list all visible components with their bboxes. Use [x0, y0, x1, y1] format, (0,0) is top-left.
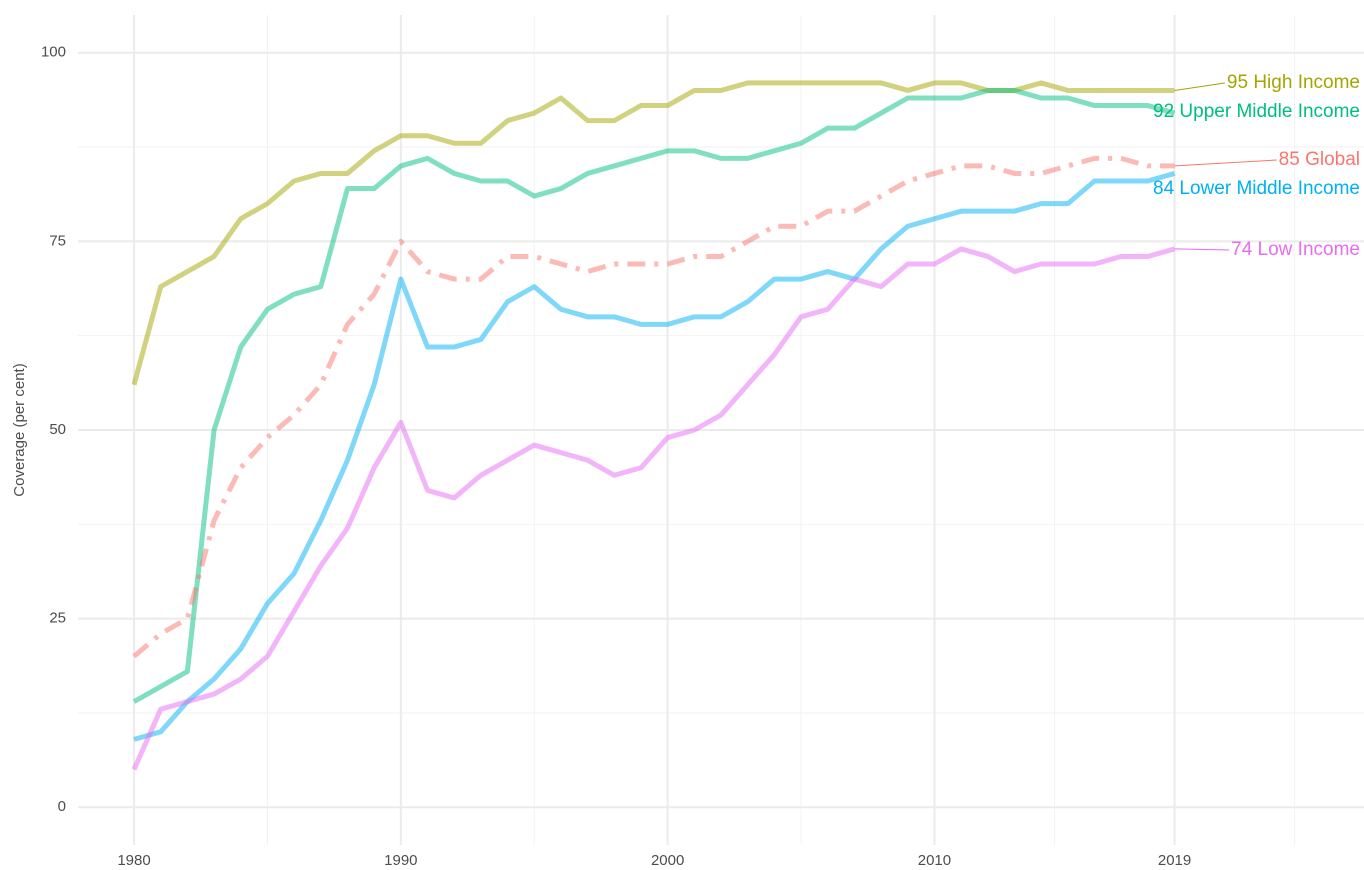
end-label: 85 Global — [1279, 149, 1360, 170]
end-label: 74 Low Income — [1231, 239, 1360, 260]
series-line — [133, 171, 1176, 742]
series-line — [132, 87, 1176, 704]
end-label: 92 Upper Middle Income — [1153, 101, 1360, 122]
y-tick-label: 50 — [49, 421, 66, 438]
y-tick-label: 100 — [41, 44, 66, 61]
leader-line — [1174, 248, 1230, 251]
y-tick-label: 75 — [49, 232, 66, 249]
end-label: 95 High Income — [1227, 72, 1360, 93]
y-tick-label: 0 — [58, 798, 66, 815]
x-tick-label: 1990 — [384, 852, 417, 869]
end-label: 84 Lower Middle Income — [1153, 178, 1360, 199]
series-line — [131, 246, 1176, 771]
x-tick-label: 2000 — [651, 852, 684, 869]
x-tick-label: 1980 — [117, 852, 150, 869]
series-line — [132, 155, 1175, 659]
y-axis-label: Coverage (per cent) — [11, 363, 28, 496]
x-tick-label: 2019 — [1158, 852, 1191, 869]
leader-line — [1174, 82, 1225, 91]
leader-line — [1174, 159, 1277, 167]
x-tick-label: 2010 — [918, 852, 951, 869]
series-line — [131, 80, 1175, 386]
y-tick-label: 25 — [49, 610, 66, 627]
